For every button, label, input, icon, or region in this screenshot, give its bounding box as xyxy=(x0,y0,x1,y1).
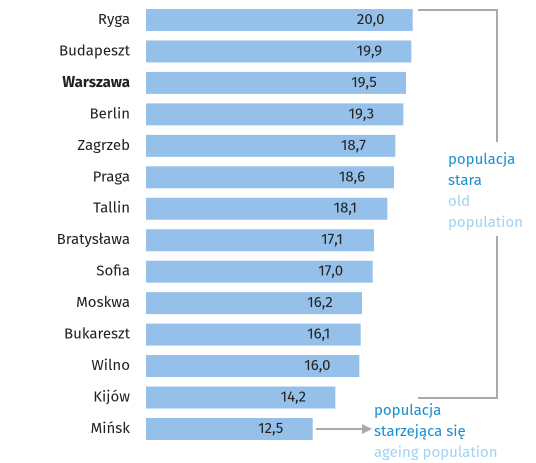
annotation-translation: old xyxy=(448,192,470,210)
bar xyxy=(146,40,412,63)
category-label: Zagrzeb xyxy=(77,136,130,154)
category-label: Warszawa xyxy=(62,73,130,91)
bar xyxy=(146,71,407,94)
value-label: 19,5 xyxy=(351,73,377,91)
category-label: Sofia xyxy=(96,262,130,280)
value-label: 16,1 xyxy=(307,325,330,343)
annotation: stara xyxy=(448,171,482,189)
bar xyxy=(146,292,363,315)
value-label: 20,0 xyxy=(357,10,385,28)
bar xyxy=(146,197,388,220)
annotation: populacja xyxy=(448,150,515,168)
bar xyxy=(146,323,361,346)
bar xyxy=(146,9,413,31)
value-label: 18,1 xyxy=(334,199,357,217)
value-label: 17,0 xyxy=(318,262,343,280)
bracket xyxy=(418,9,498,399)
category-label: Kijów xyxy=(93,387,130,405)
category-label: Tallin xyxy=(93,199,130,217)
value-label: 14,2 xyxy=(281,387,307,405)
bar xyxy=(146,417,313,440)
value-label: 19,3 xyxy=(349,104,375,122)
category-label: Berlin xyxy=(89,104,130,122)
category-label: Budapeszt xyxy=(59,41,131,59)
value-label: 18,6 xyxy=(339,167,365,185)
annotation: starzejąca się xyxy=(374,422,466,440)
bar xyxy=(146,103,404,126)
arrow-head xyxy=(362,424,372,434)
value-label: 19,9 xyxy=(357,41,383,59)
bar xyxy=(146,229,375,252)
value-label: 16,0 xyxy=(304,356,330,374)
category-label: Wilno xyxy=(91,356,130,374)
category-label: Moskwa xyxy=(76,293,130,311)
bar xyxy=(146,386,336,409)
bar xyxy=(146,355,360,378)
bar xyxy=(146,134,396,157)
category-label: Bukareszt xyxy=(64,325,131,343)
category-label: Bratysława xyxy=(57,230,130,248)
annotation-translation: population xyxy=(448,213,523,231)
value-label: 12,5 xyxy=(258,419,283,437)
category-label: Mińsk xyxy=(91,419,131,437)
bar xyxy=(146,166,395,189)
annotation: populacja xyxy=(374,401,441,419)
value-label: 16,2 xyxy=(307,293,333,311)
annotation-translation: ageing population xyxy=(374,443,498,461)
value-label: 18,7 xyxy=(341,136,366,154)
category-label: Praga xyxy=(93,167,130,185)
category-label: Ryga xyxy=(98,10,130,28)
bar xyxy=(146,260,373,283)
value-label: 17,1 xyxy=(321,230,343,248)
